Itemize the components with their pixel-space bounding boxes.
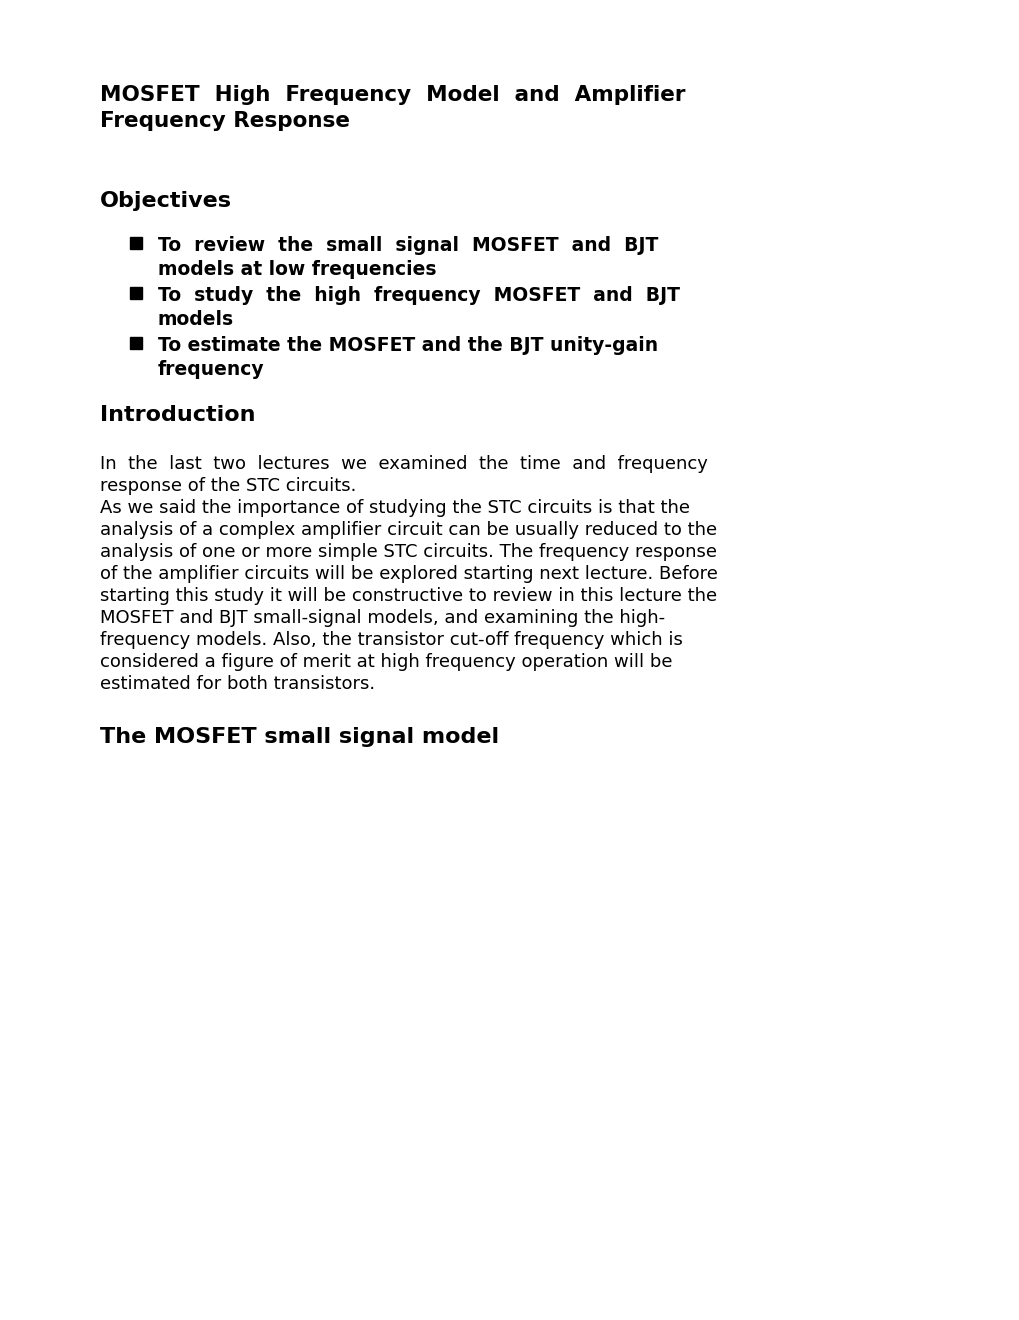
Text: Objectives: Objectives bbox=[100, 191, 231, 211]
Text: analysis of a complex amplifier circuit can be usually reduced to the: analysis of a complex amplifier circuit … bbox=[100, 521, 716, 539]
Text: MOSFET and BJT small-signal models, and examining the high-: MOSFET and BJT small-signal models, and … bbox=[100, 609, 664, 627]
Bar bbox=[129, 238, 142, 249]
Text: In  the  last  two  lectures  we  examined  the  time  and  frequency: In the last two lectures we examined the… bbox=[100, 455, 707, 473]
Text: frequency models. Also, the transistor cut-off frequency which is: frequency models. Also, the transistor c… bbox=[100, 631, 682, 649]
Text: Frequency Response: Frequency Response bbox=[100, 111, 350, 131]
Text: The MOSFET small signal model: The MOSFET small signal model bbox=[100, 727, 498, 747]
Text: response of the STC circuits.: response of the STC circuits. bbox=[100, 477, 356, 495]
Text: estimated for both transistors.: estimated for both transistors. bbox=[100, 675, 375, 693]
Text: frequency: frequency bbox=[158, 360, 264, 379]
Bar bbox=[129, 286, 142, 300]
Text: models at low frequencies: models at low frequencies bbox=[158, 260, 436, 279]
Bar bbox=[129, 337, 142, 348]
Text: To  review  the  small  signal  MOSFET  and  BJT: To review the small signal MOSFET and BJ… bbox=[158, 236, 657, 255]
Text: To estimate the MOSFET and the BJT unity-gain: To estimate the MOSFET and the BJT unity… bbox=[158, 337, 657, 355]
Text: Introduction: Introduction bbox=[100, 405, 255, 425]
Text: starting this study it will be constructive to review in this lecture the: starting this study it will be construct… bbox=[100, 587, 716, 605]
Text: considered a figure of merit at high frequency operation will be: considered a figure of merit at high fre… bbox=[100, 653, 672, 671]
Text: MOSFET  High  Frequency  Model  and  Amplifier: MOSFET High Frequency Model and Amplifie… bbox=[100, 84, 685, 106]
Text: models: models bbox=[158, 310, 234, 329]
Text: To  study  the  high  frequency  MOSFET  and  BJT: To study the high frequency MOSFET and B… bbox=[158, 286, 680, 305]
Text: analysis of one or more simple STC circuits. The frequency response: analysis of one or more simple STC circu… bbox=[100, 543, 716, 561]
Text: of the amplifier circuits will be explored starting next lecture. Before: of the amplifier circuits will be explor… bbox=[100, 565, 717, 583]
Text: As we said the importance of studying the STC circuits is that the: As we said the importance of studying th… bbox=[100, 499, 689, 517]
